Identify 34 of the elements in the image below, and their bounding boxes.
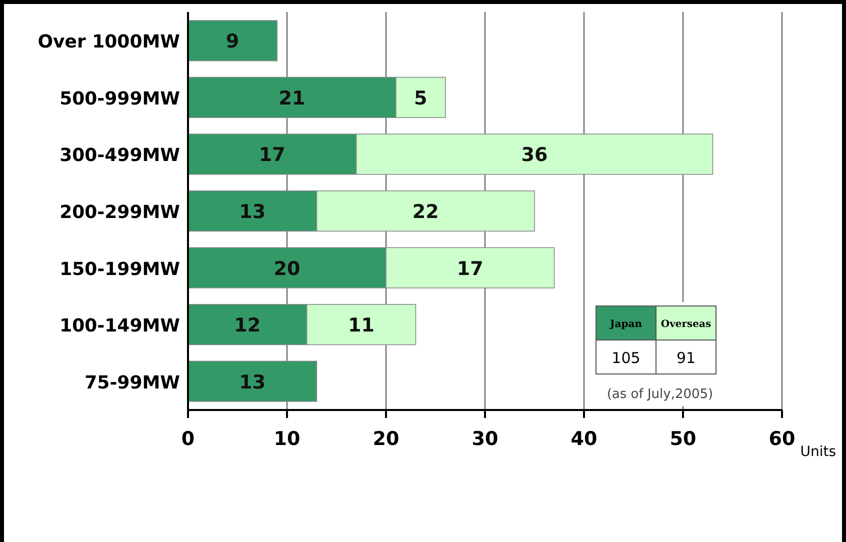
data-label: 22 (412, 201, 439, 223)
text: Overseas (660, 319, 712, 330)
y-tick-label: Over 1000MW (38, 32, 180, 53)
data-label: 36 (521, 144, 548, 166)
x-tick-label: 50 (670, 428, 696, 450)
data-label: 20 (274, 258, 300, 280)
y-tick-label: 100-149MW (60, 316, 180, 337)
annotation: (as of July,2005) (606, 387, 714, 402)
x-tick-label: 10 (274, 428, 300, 450)
y-tick-label: 300-499MW (60, 145, 180, 166)
y-tick-label: 200-299MW (60, 202, 180, 223)
y-tick-label: 75-99MW (84, 372, 180, 394)
data-label: 13 (239, 201, 266, 223)
data-label: 21 (278, 87, 306, 110)
x-tick-label: 20 (372, 428, 400, 450)
bar (188, 20, 278, 62)
annotation: 91 (676, 349, 696, 367)
data-label: 13 (239, 371, 266, 394)
data-label: 11 (348, 314, 374, 337)
y-tick-label: 500-999MW (60, 88, 180, 110)
data-label: 17 (456, 258, 484, 280)
x-tick-label: 0 (181, 428, 195, 450)
bar (188, 360, 318, 402)
data-label: 5 (414, 87, 428, 110)
y-tick-label: 150-199MW (60, 258, 180, 280)
data-label: 9 (226, 30, 240, 53)
x-axis-title: Units (800, 444, 836, 460)
data-label: 12 (234, 314, 261, 337)
x-tick-label: 30 (472, 428, 498, 450)
data-label: 17 (258, 144, 286, 166)
annotation: 105 (612, 349, 640, 367)
x-tick-label: 40 (570, 428, 598, 450)
x-tick-label: 60 (768, 428, 796, 450)
text: Japan (609, 319, 643, 330)
